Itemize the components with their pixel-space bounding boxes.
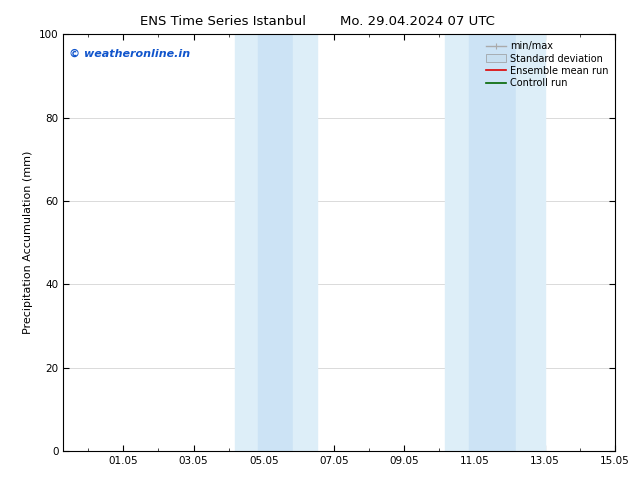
- Bar: [258, 34, 293, 451]
- Bar: [445, 34, 469, 451]
- Legend: min/max, Standard deviation, Ensemble mean run, Controll run: min/max, Standard deviation, Ensemble me…: [484, 39, 610, 90]
- Y-axis label: Precipitation Accumulation (mm): Precipitation Accumulation (mm): [23, 151, 34, 334]
- Bar: [515, 34, 545, 451]
- Bar: [293, 34, 316, 451]
- Bar: [235, 34, 258, 451]
- Text: © weatheronline.in: © weatheronline.in: [69, 49, 190, 59]
- Bar: [469, 34, 515, 451]
- Text: ENS Time Series Istanbul        Mo. 29.04.2024 07 UTC: ENS Time Series Istanbul Mo. 29.04.2024 …: [139, 15, 495, 28]
